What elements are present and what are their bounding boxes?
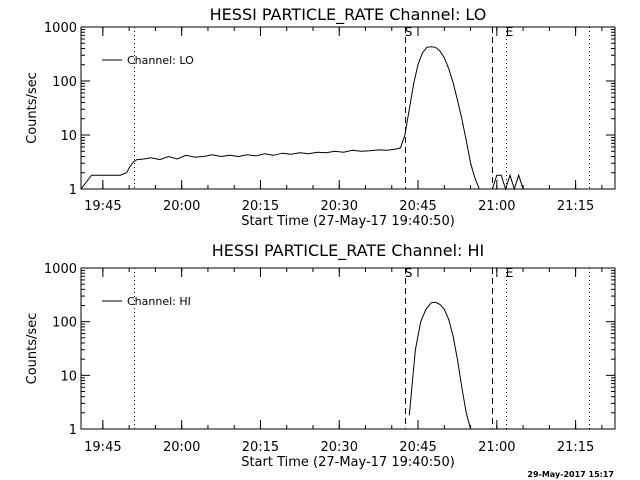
x-tick-label: 20:30 [321, 199, 358, 214]
y-tick-label: 10 [60, 369, 77, 384]
chart-title: HESSI PARTICLE_RATE Channel: LO [210, 5, 487, 25]
y-tick-label: 100 [52, 316, 77, 331]
series-line [80, 46, 528, 191]
x-tick-label: 21:15 [557, 199, 594, 214]
x-axis-label: Start Time (27-May-17 19:40:50) [241, 455, 455, 470]
marker-label-e: E [506, 266, 514, 280]
legend-label: Channel: LO [127, 54, 194, 67]
plot-frame [80, 267, 616, 430]
x-axis-label: Start Time (27-May-17 19:40:50) [241, 214, 455, 229]
y-axis-label: Counts/sec [25, 72, 40, 144]
marker-label-s: S [405, 25, 413, 39]
y-tick-label: 10 [60, 129, 77, 144]
timestamp-stamp: 29-May-2017 15:17 [527, 470, 614, 479]
plot-frame [80, 26, 616, 190]
x-tick-label: 21:00 [478, 199, 515, 214]
marker-label-e: E [506, 25, 514, 39]
series-line [408, 301, 472, 430]
x-tick-label: 20:30 [321, 440, 358, 455]
x-tick-label: 20:00 [163, 199, 200, 214]
x-tick-label: 19:45 [84, 199, 121, 214]
x-tick-label: 21:00 [478, 440, 515, 455]
x-tick-label: 20:00 [163, 440, 200, 455]
x-tick-label: 20:45 [399, 199, 436, 214]
x-tick-label: 20:15 [242, 199, 279, 214]
x-tick-label: 19:45 [84, 440, 121, 455]
marker-label-s: S [405, 266, 413, 280]
y-tick-label: 1 [69, 423, 77, 438]
y-tick-label: 1000 [44, 262, 77, 277]
y-tick-label: 1 [69, 183, 77, 198]
y-axis-label: Counts/sec [25, 313, 40, 385]
y-tick-label: 100 [52, 75, 77, 90]
chart-title: HESSI PARTICLE_RATE Channel: HI [212, 241, 485, 261]
x-tick-label: 21:15 [557, 440, 594, 455]
y-tick-label: 1000 [44, 21, 77, 36]
x-tick-label: 20:45 [399, 440, 436, 455]
x-tick-label: 20:15 [242, 440, 279, 455]
legend-label: Channel: HI [127, 295, 191, 308]
